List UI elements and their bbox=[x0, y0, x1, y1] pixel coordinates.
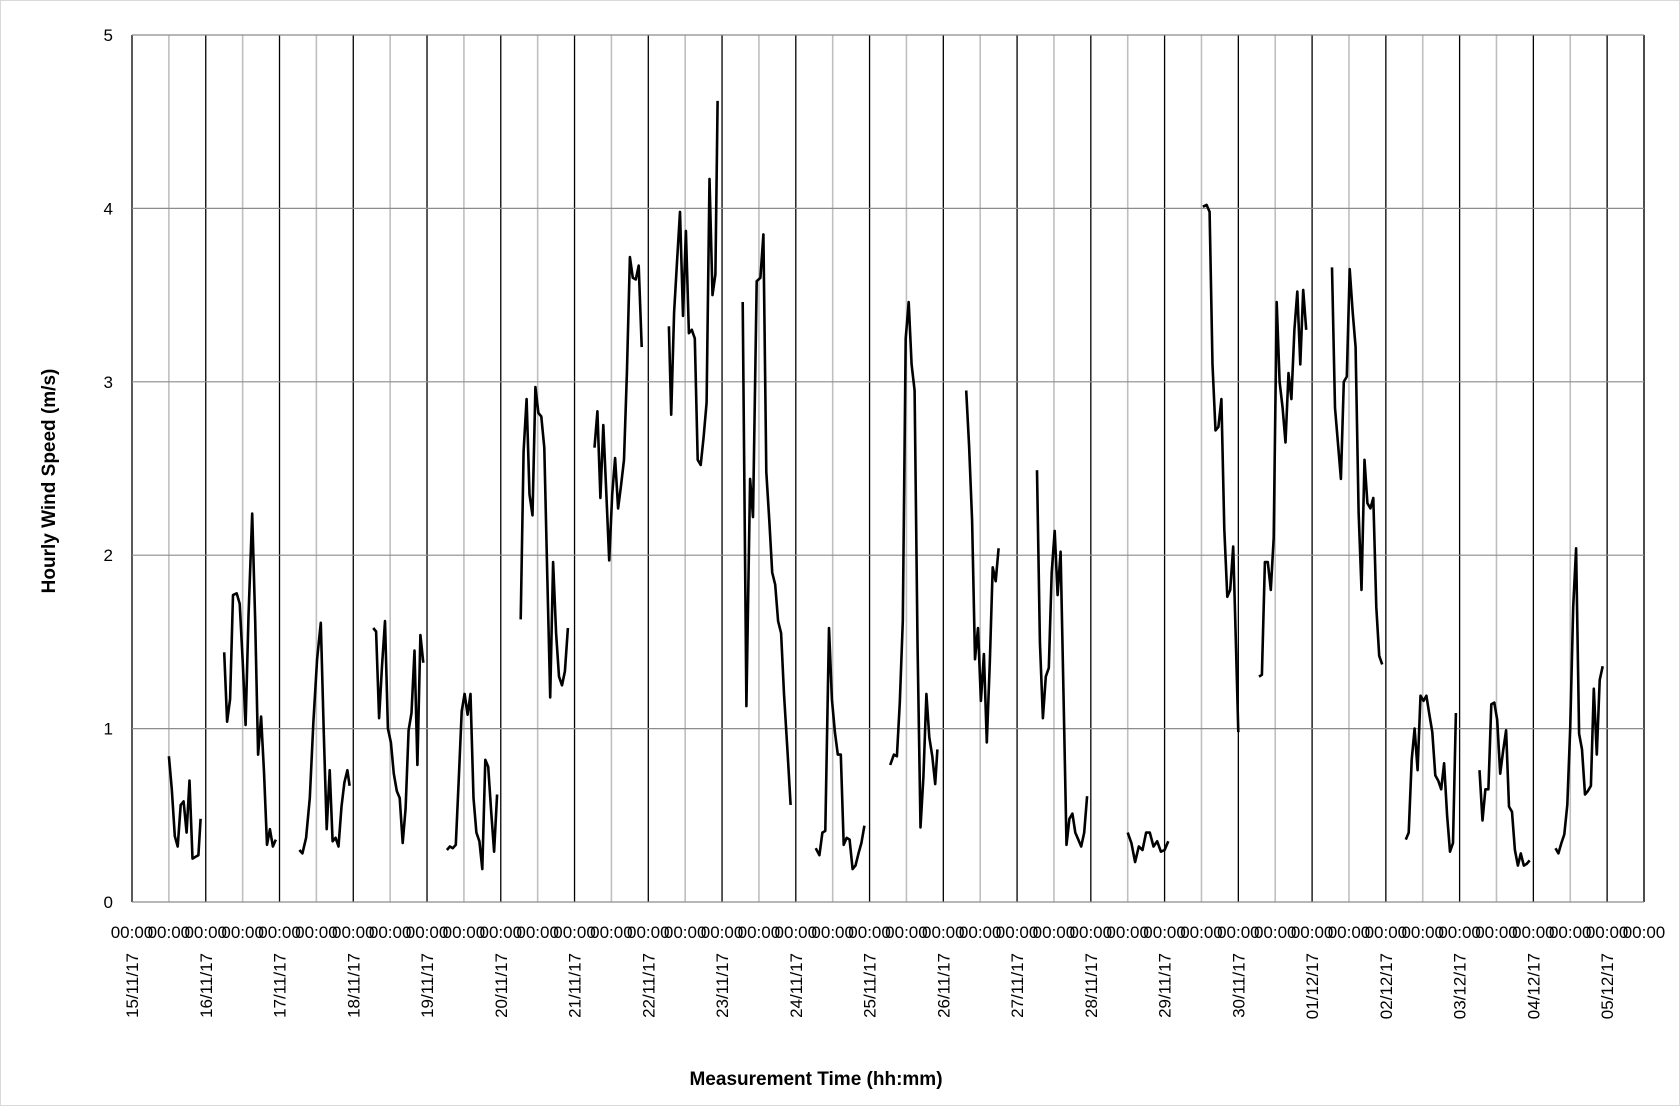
x-date-label-11: 26/11/17 bbox=[934, 953, 953, 1018]
x-time-label-3: 00:00 bbox=[221, 923, 264, 942]
y-tick-label-1: 1 bbox=[104, 720, 113, 739]
x-time-label-21: 00:00 bbox=[885, 923, 928, 942]
major-gridlines bbox=[131, 35, 1645, 902]
series-segment-0 bbox=[167, 756, 202, 860]
x-time-label-1: 00:00 bbox=[148, 923, 191, 942]
x-time-label-17: 00:00 bbox=[738, 923, 781, 942]
y-tick-label-3: 3 bbox=[104, 373, 113, 392]
x-date-label-13: 28/11/17 bbox=[1082, 953, 1101, 1018]
series-segment-18 bbox=[1478, 701, 1531, 867]
x-time-label-38: 00:00 bbox=[1512, 923, 1555, 942]
x-time-label-41: 00:00 bbox=[1623, 923, 1666, 942]
horizontal-gridlines bbox=[132, 34, 1644, 903]
x-time-label-5: 00:00 bbox=[295, 923, 338, 942]
x-time-label-26: 00:00 bbox=[1070, 923, 1113, 942]
x-time-label-32: 00:00 bbox=[1291, 923, 1334, 942]
x-time-label-37: 00:00 bbox=[1475, 923, 1518, 942]
y-tick-label-5: 5 bbox=[104, 26, 113, 45]
x-time-label-40: 00:00 bbox=[1586, 923, 1629, 942]
x-time-label-25: 00:00 bbox=[1033, 923, 1076, 942]
series-segment-10 bbox=[888, 300, 939, 829]
series-segment-14 bbox=[1202, 203, 1240, 733]
x-axis-tick-labels: 00:0015/11/1700:0000:0016/11/1700:0000:0… bbox=[111, 923, 1666, 1019]
x-date-label-18: 03/12/17 bbox=[1451, 953, 1470, 1019]
series-segment-4 bbox=[445, 692, 499, 871]
x-date-label-12: 27/11/17 bbox=[1008, 953, 1027, 1018]
x-date-label-4: 19/11/17 bbox=[418, 953, 437, 1018]
x-time-label-39: 00:00 bbox=[1549, 923, 1592, 942]
y-axis-title: Hourly Wind Speed (m/s) bbox=[39, 369, 60, 594]
x-date-label-10: 25/11/17 bbox=[861, 953, 880, 1018]
x-date-label-14: 29/11/17 bbox=[1156, 953, 1175, 1018]
x-date-label-15: 30/11/17 bbox=[1229, 953, 1248, 1018]
x-date-label-17: 02/12/17 bbox=[1377, 953, 1396, 1019]
x-time-label-29: 00:00 bbox=[1180, 923, 1223, 942]
series-segment-7 bbox=[667, 100, 719, 467]
y-tick-label-0: 0 bbox=[104, 893, 113, 912]
x-time-label-13: 00:00 bbox=[590, 923, 633, 942]
x-axis-title: Measurement Time (hh:mm) bbox=[689, 1069, 942, 1090]
x-time-label-16: 00:00 bbox=[701, 923, 744, 942]
series-segment-19 bbox=[1554, 547, 1604, 855]
x-time-label-36: 00:00 bbox=[1438, 923, 1481, 942]
x-time-label-4: 00:00 bbox=[258, 923, 301, 942]
x-time-label-15: 00:00 bbox=[664, 923, 707, 942]
series-segment-16 bbox=[1330, 267, 1384, 665]
x-time-label-35: 00:00 bbox=[1401, 923, 1444, 942]
x-date-label-3: 18/11/17 bbox=[344, 953, 363, 1018]
x-date-label-1: 16/11/17 bbox=[197, 953, 216, 1018]
x-time-label-24: 00:00 bbox=[996, 923, 1039, 942]
series-segment-6 bbox=[593, 255, 643, 562]
x-time-label-33: 00:00 bbox=[1328, 923, 1371, 942]
x-date-label-20: 05/12/17 bbox=[1598, 953, 1617, 1019]
x-date-label-7: 22/11/17 bbox=[639, 953, 658, 1018]
x-time-label-0: 00:00 bbox=[111, 923, 154, 942]
series-segment-15 bbox=[1258, 288, 1308, 678]
series-segment-9 bbox=[814, 626, 866, 871]
x-time-label-23: 00:00 bbox=[959, 923, 1002, 942]
y-axis-tick-labels: 0 1 2 3 4 5 bbox=[104, 26, 113, 912]
x-date-label-9: 24/11/17 bbox=[787, 953, 806, 1018]
x-time-label-22: 00:00 bbox=[922, 923, 965, 942]
x-time-label-30: 00:00 bbox=[1217, 923, 1260, 942]
x-time-label-11: 00:00 bbox=[516, 923, 559, 942]
x-date-label-5: 20/11/17 bbox=[492, 953, 511, 1018]
x-time-label-12: 00:00 bbox=[553, 923, 596, 942]
y-tick-label-4: 4 bbox=[104, 199, 113, 218]
x-date-label-8: 23/11/17 bbox=[713, 953, 732, 1018]
x-time-label-18: 00:00 bbox=[775, 923, 818, 942]
x-time-label-34: 00:00 bbox=[1365, 923, 1408, 942]
x-time-label-2: 00:00 bbox=[184, 923, 227, 942]
x-time-label-28: 00:00 bbox=[1143, 923, 1186, 942]
x-time-label-27: 00:00 bbox=[1106, 923, 1149, 942]
x-time-label-7: 00:00 bbox=[369, 923, 412, 942]
x-time-label-14: 00:00 bbox=[627, 923, 670, 942]
series-segment-17 bbox=[1404, 694, 1458, 853]
x-date-label-6: 21/11/17 bbox=[566, 953, 585, 1018]
series-segment-5 bbox=[519, 385, 570, 699]
minor-gridlines bbox=[168, 35, 1645, 902]
series-segment-1 bbox=[222, 512, 277, 848]
x-time-label-31: 00:00 bbox=[1254, 923, 1297, 942]
x-time-label-10: 00:00 bbox=[480, 923, 523, 942]
x-time-label-6: 00:00 bbox=[332, 923, 375, 942]
x-date-label-0: 15/11/17 bbox=[123, 953, 142, 1018]
wind-speed-series bbox=[167, 100, 1604, 871]
series-segment-13 bbox=[1126, 831, 1170, 864]
x-date-label-19: 04/12/17 bbox=[1524, 953, 1543, 1019]
x-date-label-2: 17/11/17 bbox=[271, 953, 290, 1018]
x-date-label-16: 01/12/17 bbox=[1303, 953, 1322, 1019]
series-segment-8 bbox=[741, 233, 792, 805]
series-segment-11 bbox=[964, 390, 1000, 744]
x-time-label-20: 00:00 bbox=[848, 923, 891, 942]
series-segment-3 bbox=[372, 619, 425, 845]
series-segment-2 bbox=[298, 621, 351, 855]
x-time-label-8: 00:00 bbox=[406, 923, 449, 942]
y-tick-label-2: 2 bbox=[104, 546, 113, 565]
x-time-label-9: 00:00 bbox=[443, 923, 486, 942]
series-segment-12 bbox=[1035, 470, 1089, 848]
x-time-label-19: 00:00 bbox=[811, 923, 854, 942]
